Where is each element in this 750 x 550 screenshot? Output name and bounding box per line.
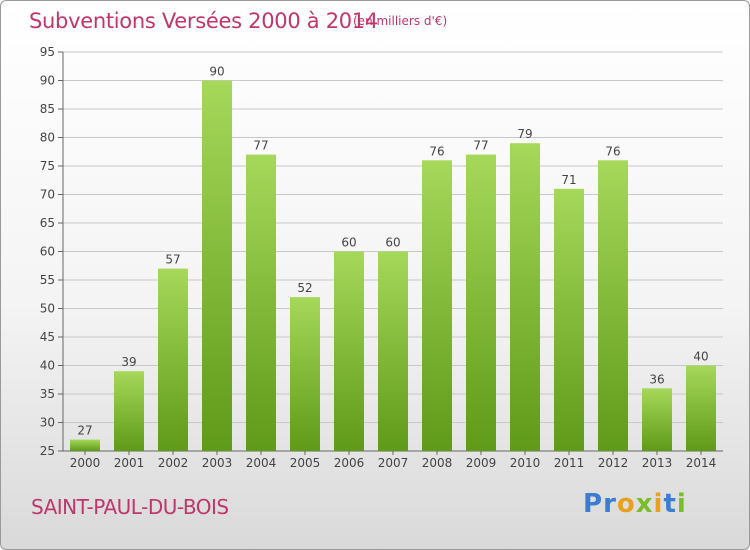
x-tick-label-2003: 2003	[202, 456, 233, 470]
data-label-2006: 60	[341, 236, 356, 250]
y-tick-label: 35	[40, 387, 55, 401]
y-tick-label: 70	[40, 188, 55, 202]
x-tick-label-2007: 2007	[378, 456, 409, 470]
y-tick-label: 25	[40, 444, 55, 458]
x-tick-label-2004: 2004	[246, 456, 277, 470]
bars	[70, 80, 716, 452]
y-tick-label: 85	[40, 102, 55, 116]
logo-letter: P	[583, 489, 604, 519]
logo-letter: i	[676, 489, 687, 519]
data-label-2000: 27	[77, 424, 92, 438]
bar-2004[interactable]	[246, 154, 276, 451]
bar-2009[interactable]	[466, 154, 496, 451]
x-tick-label-2002: 2002	[158, 456, 189, 470]
bar-2011[interactable]	[554, 188, 584, 452]
x-tick-label-2005: 2005	[290, 456, 321, 470]
data-label-2002: 57	[165, 253, 180, 267]
data-label-2005: 52	[297, 281, 312, 295]
bar-2014[interactable]	[686, 365, 716, 452]
data-label-2011: 71	[561, 173, 576, 187]
chart-title: Subventions Versées 2000 à 2014	[29, 9, 378, 33]
x-tick-label-2008: 2008	[422, 456, 453, 470]
x-tick-label-2009: 2009	[466, 456, 497, 470]
logo-letter: x	[635, 489, 654, 519]
y-tick-label: 80	[40, 131, 55, 145]
y-tick-label: 90	[40, 74, 55, 88]
x-tick-label-2001: 2001	[114, 456, 145, 470]
x-tick-label-2010: 2010	[510, 456, 541, 470]
data-label-2013: 36	[649, 372, 664, 386]
bar-2000[interactable]	[70, 439, 100, 451]
bar-2012[interactable]	[598, 160, 628, 452]
logo-letter: o	[616, 489, 636, 519]
data-label-2003: 90	[209, 65, 224, 79]
bar-2008[interactable]	[422, 160, 452, 452]
data-label-2014: 40	[693, 350, 708, 364]
data-label-2001: 39	[121, 355, 136, 369]
bar-2005[interactable]	[290, 297, 320, 451]
bar-2006[interactable]	[334, 251, 364, 452]
y-tick-label: 30	[40, 416, 55, 430]
data-label-2008: 76	[429, 144, 444, 158]
data-label-2012: 76	[605, 144, 620, 158]
bar-2001[interactable]	[114, 371, 144, 451]
proxiti-logo[interactable]: Proxiti	[583, 489, 687, 519]
bar-2010[interactable]	[510, 143, 540, 451]
data-label-2004: 77	[253, 139, 268, 153]
chart-unit: (en milliers d'€)	[353, 14, 448, 28]
data-label-2010: 79	[517, 127, 532, 141]
logo-letter: r	[603, 489, 617, 519]
town-name: SAINT-PAUL-DU-BOIS	[31, 495, 229, 519]
bar-2003[interactable]	[202, 80, 232, 452]
bar-2002[interactable]	[158, 268, 188, 451]
y-tick-label: 55	[40, 273, 55, 287]
x-tick-label-2000: 2000	[70, 456, 101, 470]
x-tick-label-2014: 2014	[686, 456, 717, 470]
x-tick-label-2012: 2012	[598, 456, 629, 470]
logo-letter: i	[653, 489, 664, 519]
bar-2007[interactable]	[378, 251, 408, 452]
bar-2013[interactable]	[642, 388, 672, 451]
logo-letter: t	[663, 489, 677, 519]
y-tick-label: 65	[40, 216, 55, 230]
data-label-2007: 60	[385, 236, 400, 250]
y-tick-label: 75	[40, 159, 55, 173]
data-label-2009: 77	[473, 139, 488, 153]
y-tick-label: 40	[40, 359, 55, 373]
x-tick-label-2006: 2006	[334, 456, 365, 470]
labels: 25 30 35 40 45 50 55 60 65 70 75 80 85 90 95 27 2000 39 20…	[40, 45, 717, 470]
y-tick-label: 45	[40, 330, 55, 344]
x-tick-label-2013: 2013	[642, 456, 673, 470]
y-tick-label: 60	[40, 245, 55, 259]
y-tick-label: 95	[40, 45, 55, 59]
x-tick-label-2011: 2011	[554, 456, 585, 470]
y-tick-label: 50	[40, 302, 55, 316]
